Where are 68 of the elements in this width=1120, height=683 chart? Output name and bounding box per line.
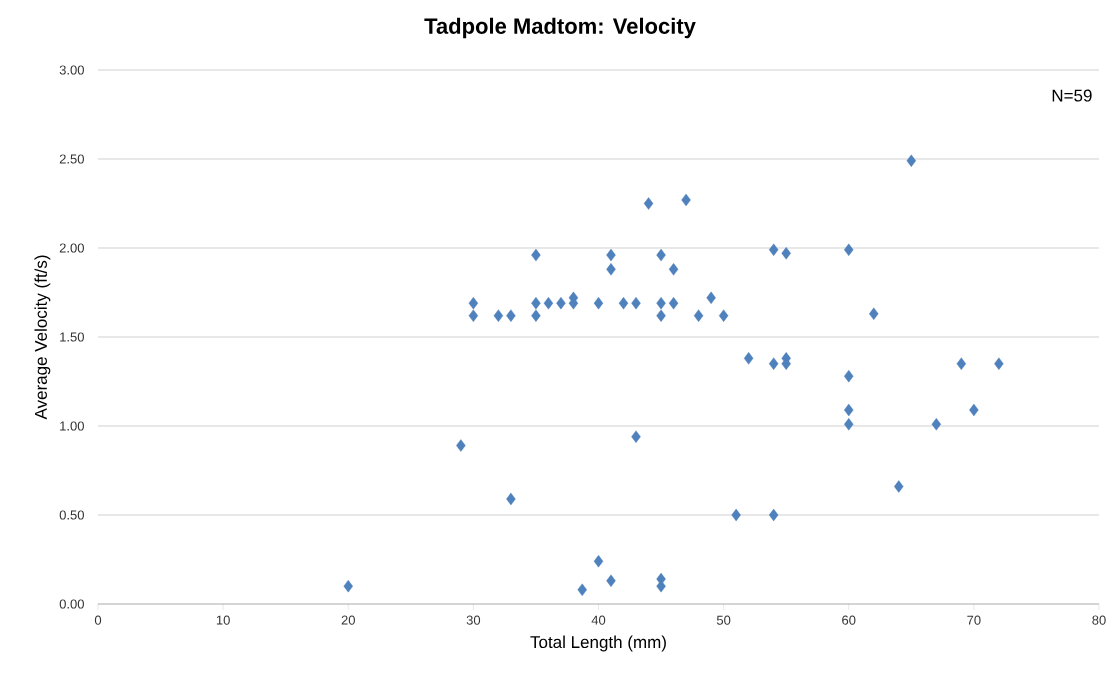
point (768, 357, 779, 370)
point (543, 296, 554, 310)
point (556, 296, 566, 310)
point (606, 248, 616, 262)
point (969, 403, 979, 417)
y-tick-label: 1.00 (60, 421, 84, 431)
point (743, 352, 754, 365)
point (531, 248, 541, 262)
x-tick-label: 40 (591, 615, 606, 625)
y-tick-label: 0.00 (59, 599, 84, 609)
point (731, 508, 741, 522)
point (869, 307, 879, 321)
point (618, 296, 629, 310)
point (468, 296, 479, 310)
point (643, 197, 654, 210)
point (606, 263, 616, 276)
point (844, 418, 854, 431)
point (343, 579, 353, 593)
point (768, 508, 779, 522)
point (656, 248, 666, 262)
point (706, 291, 716, 305)
x-tick-label: 50 (716, 615, 731, 625)
point (531, 309, 541, 322)
point (456, 439, 466, 452)
point (844, 369, 854, 383)
point (681, 193, 691, 207)
point (781, 247, 791, 260)
point (631, 430, 641, 443)
annotation: N=59 (1052, 89, 1092, 102)
x-tick-label: 30 (466, 615, 481, 625)
y-tick-label: 2.00 (59, 243, 84, 253)
x-tick-label: 60 (842, 615, 856, 625)
point (577, 583, 587, 596)
point (994, 357, 1004, 370)
point (493, 309, 504, 322)
point (768, 243, 779, 256)
point (606, 574, 616, 588)
point (593, 296, 604, 310)
point (668, 296, 679, 310)
y-axis-title: Average Velocity (ft/s) (34, 255, 51, 420)
x-tick-label: 80 (1092, 615, 1106, 625)
point (894, 480, 904, 493)
point (531, 296, 541, 310)
point (506, 492, 516, 506)
point (631, 296, 641, 310)
point (668, 263, 679, 276)
point (656, 296, 666, 310)
y-tick-label: 1.50 (60, 332, 84, 342)
x-axis-title: Total Length (mm) (530, 635, 666, 652)
point (931, 418, 942, 431)
point (656, 309, 666, 322)
point (906, 154, 916, 167)
chart-title: Tadpole Madtom: Velocity (424, 17, 696, 39)
x-tick-label: 0 (94, 615, 102, 625)
x-tick-label: 70 (967, 615, 981, 625)
point (844, 243, 854, 256)
y-tick-label: 3.00 (59, 65, 84, 75)
y-tick-label: 0.50 (59, 510, 84, 520)
point (506, 309, 516, 322)
point (693, 309, 704, 322)
point (468, 309, 479, 322)
x-tick-label: 10 (216, 615, 230, 625)
y-tick-label: 2.50 (59, 154, 84, 164)
point (844, 403, 854, 417)
point (956, 357, 967, 370)
point (718, 309, 729, 322)
point (593, 555, 604, 568)
x-tick-label: 20 (341, 615, 355, 625)
